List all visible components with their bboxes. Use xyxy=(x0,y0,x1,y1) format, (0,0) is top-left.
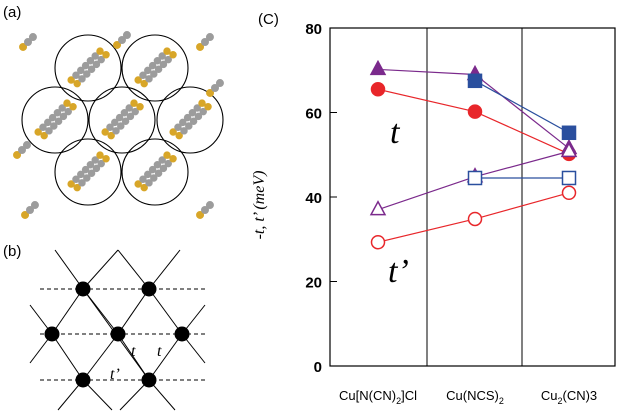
molecule-in-circle-2 xyxy=(134,47,177,88)
dimer-circle-1 xyxy=(54,34,122,102)
bond-line-6 xyxy=(148,333,183,381)
chart-marks: 0 20 40 60 80 Cu[N(CN)2]Cl Cu(NCS)2 Cu2(CN)3 xyxy=(305,21,597,406)
annotation-t: t xyxy=(390,114,401,151)
series-4-point-1 xyxy=(370,234,386,250)
bond-line-9 xyxy=(82,288,119,335)
edge-molecule-1 xyxy=(19,33,37,51)
edge-molecule-6 xyxy=(13,141,31,159)
x-tick-label-3: Cu2(CN)3 xyxy=(541,388,597,406)
panel-a-label: (a) xyxy=(3,4,21,21)
series-5-point-1 xyxy=(369,200,387,216)
molecule-in-circle-4 xyxy=(101,99,144,140)
molecule-in-circle-3 xyxy=(34,99,77,140)
bond-label-t-left: t xyxy=(131,343,136,360)
series-5-point-3 xyxy=(560,141,578,158)
bond-line-4 xyxy=(148,288,183,335)
y-tick-label-0: 0 xyxy=(314,359,322,376)
dimer-circle-3 xyxy=(21,86,89,154)
dimer-circle-4 xyxy=(88,86,156,154)
edge-molecule-5 xyxy=(196,201,214,219)
bond-line-10 xyxy=(54,249,84,290)
molecule-packing-illustration xyxy=(13,31,224,219)
series-1-line xyxy=(377,88,570,155)
y-tick-label-20: 20 xyxy=(305,275,322,292)
panel-c-label: (C) xyxy=(258,11,279,28)
bond-line-3 xyxy=(117,288,150,335)
bond-line-11 xyxy=(148,249,181,290)
y-tick-label-60: 60 xyxy=(305,106,322,123)
bond-line-8 xyxy=(117,333,150,381)
bond-line-7 xyxy=(82,333,119,381)
series-3-point-2 xyxy=(467,73,483,89)
series-1-point-1 xyxy=(370,82,386,97)
panel-a: (a) xyxy=(3,4,224,219)
dimer-circle-2 xyxy=(121,34,189,102)
annotation-t-prime: t’ xyxy=(388,253,409,290)
triangular-lattice-diagram xyxy=(29,249,206,411)
lattice-site-4 xyxy=(110,326,126,342)
dimer-circle-7 xyxy=(121,138,189,206)
edge-molecule-4 xyxy=(21,201,39,219)
panel-b: (b) t t t’ xyxy=(3,243,206,411)
dimer-circle-5 xyxy=(156,86,224,154)
lattice-site-6 xyxy=(75,372,91,388)
series-2-point-1 xyxy=(369,59,387,76)
y-axis-label: -t, t’ (meV) xyxy=(251,171,268,240)
series-3-line xyxy=(474,80,570,134)
series-4-point-2 xyxy=(467,211,483,227)
series-3-point-3 xyxy=(561,125,577,141)
molecule-in-circle-1 xyxy=(67,47,110,88)
panel-b-label: (b) xyxy=(3,243,21,260)
x-tick-label-1: Cu[N(CN)2]Cl xyxy=(339,388,417,406)
bond-label-t-prime: t’ xyxy=(110,366,120,383)
bond-label-t-right: t xyxy=(157,343,162,360)
x-tick-label-2: Cu(NCS)2 xyxy=(446,388,504,406)
bond-line-13 xyxy=(117,249,150,290)
molecule-in-circle-7 xyxy=(134,151,177,192)
panel-c: (C) -t, t’ (meV) 0 20 40 60 80 Cu[N(CN)2]Cl Cu… xyxy=(251,11,616,406)
edge-molecule-2 xyxy=(113,31,131,49)
lattice-site-1 xyxy=(75,281,91,297)
molecule-in-circle-5 xyxy=(169,99,212,140)
series-4-point-3 xyxy=(561,185,577,201)
lattice-site-3 xyxy=(44,326,60,342)
lattice-site-5 xyxy=(174,326,190,342)
edge-molecule-7 xyxy=(206,79,224,97)
lattice-site-2 xyxy=(141,281,157,297)
series-6-point-2 xyxy=(467,170,483,186)
bond-line-5 xyxy=(51,333,84,381)
series-1-point-2 xyxy=(467,104,483,119)
molecule-in-circle-6 xyxy=(67,151,110,192)
y-tick-label-80: 80 xyxy=(305,21,322,38)
bond-line-2 xyxy=(51,288,84,335)
bond-line-12 xyxy=(82,249,119,290)
series-6-point-3 xyxy=(561,170,577,186)
edge-molecule-3 xyxy=(196,33,214,51)
dimer-circle-6 xyxy=(54,138,122,206)
lattice-site-7 xyxy=(141,372,157,388)
y-tick-label-40: 40 xyxy=(305,190,322,207)
